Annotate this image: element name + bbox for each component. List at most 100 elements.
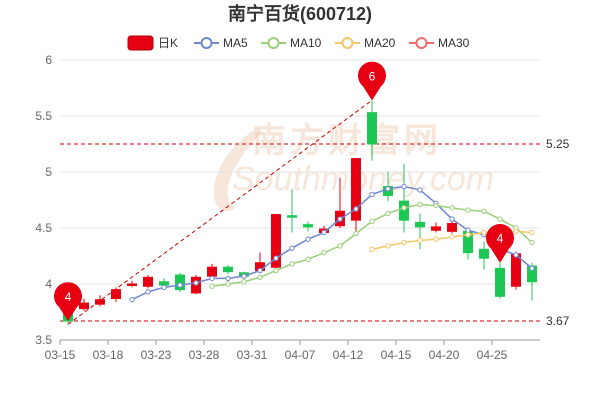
ma5-point [305,236,311,242]
ma5-point [273,255,279,261]
candle-body [79,302,89,310]
x-tick-label: 04-15 [381,348,412,362]
candle-body [399,200,409,221]
ma10-point [369,218,375,224]
ma5-line [131,185,533,301]
candle-body [287,215,297,218]
candle-body [159,281,169,286]
candle-body [495,267,505,297]
ma5-point [225,275,231,282]
moving-averages [129,183,535,303]
legend-marker-ma10 [267,37,280,49]
ma5-point [529,265,535,272]
ma10-point [433,202,439,209]
candle[interactable] [351,158,361,234]
candle-body [431,226,441,231]
candle[interactable] [431,222,441,233]
x-tick-label: 04-25 [477,348,508,362]
legend-item-ma10[interactable]: MA10 [261,36,322,50]
watermark-text-cn: 南方财富网 [252,121,442,160]
ma5-point [401,183,407,190]
ma5-point [369,191,375,198]
legend-marker-ma20 [341,37,354,49]
reference-line-label: 3.67 [546,314,570,328]
ma5-point [385,186,391,192]
legend-item-ma20[interactable]: MA20 [335,36,396,50]
ma10-point [273,267,279,274]
candle[interactable] [111,287,121,302]
ma20-point [465,232,471,238]
ma5-point [177,282,183,288]
y-tick-label: 4.5 [35,221,52,235]
x-tick-label: 03-23 [141,348,172,362]
chart-title-text: 南宁百货(600712) [228,3,372,24]
ma5-point [449,216,455,222]
ma10-point [305,256,311,263]
ma5-point [145,289,151,295]
candle[interactable] [127,280,137,288]
legend-item-ma5[interactable]: MA5 [194,36,248,50]
x-tick-label: 03-28 [189,348,220,362]
ma10-point [401,205,407,211]
ma10-point [353,230,359,237]
ma10-point [385,210,391,217]
candle[interactable] [367,100,377,161]
pin-marker: 4 [54,282,82,321]
ma20-point [369,246,375,252]
candle[interactable] [143,275,153,289]
ma5-point [209,275,215,282]
pin-marker: 6 [358,61,387,101]
candle-body [511,253,521,287]
candle[interactable] [415,213,425,250]
candle-body [271,214,281,268]
y-tick-label: 5.5 [35,109,52,123]
candle-body [351,158,361,221]
watermark: 南方财富网 Southmoney.com [213,121,494,212]
candle[interactable] [447,220,457,234]
ma5-point [161,284,167,291]
candle[interactable] [303,221,313,232]
candle-body [479,248,489,259]
ma20-point [449,234,455,240]
y-tick-label: 3.5 [35,333,52,347]
candle-body [303,224,313,228]
ma10-point [481,208,487,214]
candle[interactable] [287,188,297,233]
x-tick-label: 04-12 [333,348,364,362]
legend-item-ma30[interactable]: MA30 [409,36,470,50]
ma10-point [321,249,327,256]
ma5-point [513,252,519,258]
ma5-point [417,187,423,193]
y-tick-label: 5 [45,165,52,179]
legend-marker-ma5 [200,37,213,49]
candle-body [223,266,233,273]
candle[interactable] [223,264,233,274]
ma20-point [481,229,487,236]
legend-marker-ma30 [415,37,428,49]
ma5-point [193,280,199,286]
candle-body [415,221,425,228]
ma20-point [417,237,423,244]
candle[interactable] [399,164,409,233]
ma10-point [337,243,343,249]
candle-body [367,112,377,145]
legend-label-ma30: MA30 [438,36,470,50]
x-axis: 03-15 03-18 03-23 03-28 03-31 04-07 04-12 04-15… [45,339,540,362]
candle[interactable] [95,295,105,307]
pin-shape [358,61,387,101]
candle-body [95,299,105,305]
candle[interactable] [495,262,505,299]
x-tick-label: 03-18 [93,348,124,362]
ma10-point [225,281,231,287]
candle[interactable] [479,241,489,270]
ma10-point [449,205,455,211]
legend-item-daily-k[interactable]: 日K [127,35,178,51]
ma20-point [513,228,519,235]
candle[interactable] [175,272,185,292]
candle-body [207,266,217,277]
candle[interactable] [79,298,89,311]
ma5-point [289,245,295,251]
pins: 4 6 4 [54,61,514,321]
ma5-point [129,296,135,303]
